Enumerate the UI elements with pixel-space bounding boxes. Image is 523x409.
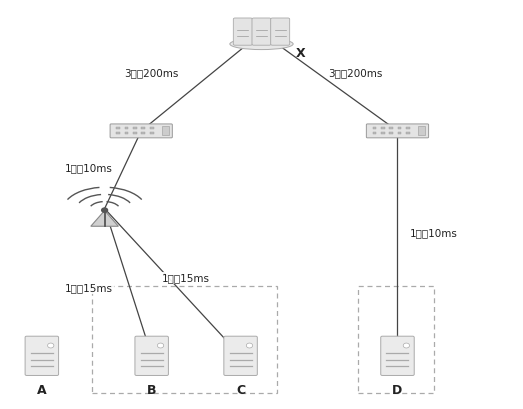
Ellipse shape [230,38,293,49]
Text: 1跳，10ms: 1跳，10ms [410,228,458,238]
FancyBboxPatch shape [398,132,402,134]
FancyBboxPatch shape [133,127,137,129]
FancyBboxPatch shape [372,132,376,134]
FancyBboxPatch shape [372,127,376,129]
Text: D: D [392,384,403,397]
FancyBboxPatch shape [117,132,120,134]
FancyBboxPatch shape [406,132,410,134]
FancyBboxPatch shape [381,132,385,134]
Circle shape [101,207,108,213]
FancyBboxPatch shape [233,18,252,45]
Circle shape [403,343,410,348]
FancyBboxPatch shape [133,132,137,134]
FancyBboxPatch shape [381,127,385,129]
FancyBboxPatch shape [125,127,129,129]
FancyBboxPatch shape [381,336,414,375]
FancyBboxPatch shape [389,127,393,129]
FancyBboxPatch shape [150,127,154,129]
FancyBboxPatch shape [135,336,168,375]
Text: 1跳，15ms: 1跳，15ms [65,283,113,293]
Text: A: A [37,384,47,397]
FancyBboxPatch shape [406,127,410,129]
Circle shape [48,343,54,348]
FancyBboxPatch shape [252,18,271,45]
Circle shape [157,343,164,348]
Text: B: B [147,384,156,397]
FancyBboxPatch shape [150,132,154,134]
FancyBboxPatch shape [224,336,257,375]
FancyBboxPatch shape [141,132,145,134]
FancyBboxPatch shape [110,124,173,138]
Text: X: X [296,47,305,60]
FancyBboxPatch shape [162,126,169,135]
FancyBboxPatch shape [366,124,429,138]
FancyBboxPatch shape [398,127,402,129]
FancyBboxPatch shape [125,132,129,134]
FancyBboxPatch shape [141,127,145,129]
Text: 1跳，10ms: 1跳，10ms [65,163,113,173]
FancyBboxPatch shape [389,132,393,134]
FancyBboxPatch shape [117,127,120,129]
Polygon shape [91,211,118,226]
Text: C: C [236,384,245,397]
Text: 1跳，15ms: 1跳，15ms [162,273,210,283]
FancyBboxPatch shape [25,336,59,375]
Text: 3跳，200ms: 3跳，200ms [328,69,383,79]
FancyBboxPatch shape [271,18,290,45]
Circle shape [246,343,253,348]
FancyBboxPatch shape [418,126,426,135]
Text: 3跳，200ms: 3跳，200ms [124,69,179,79]
